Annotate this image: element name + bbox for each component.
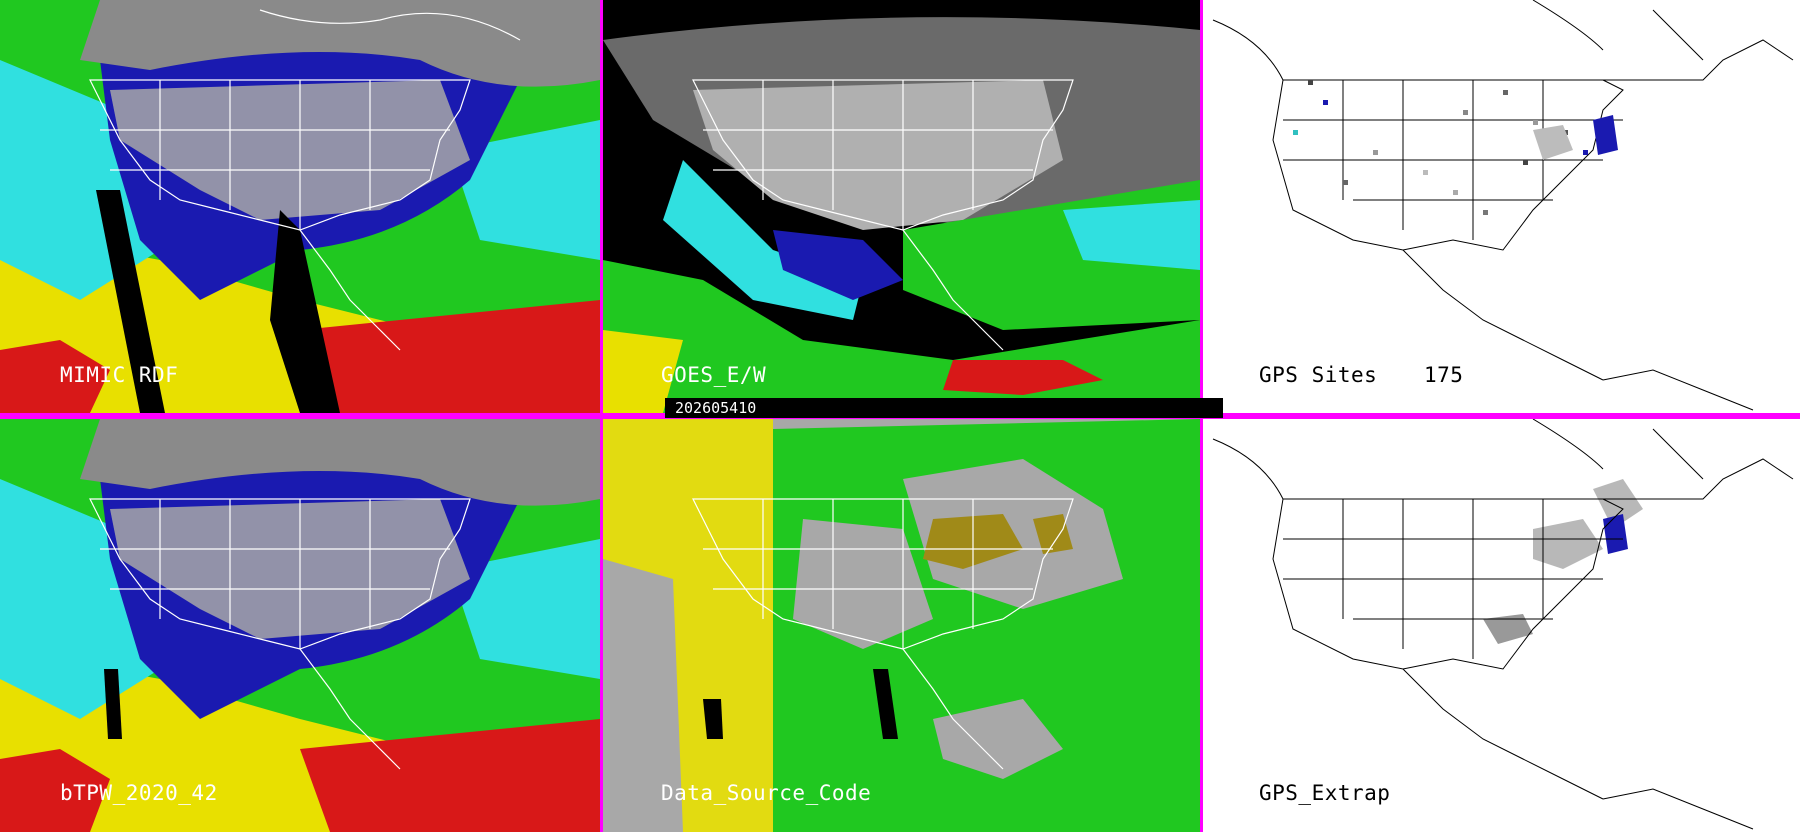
panel-label: GPS Sites (1259, 363, 1378, 387)
panel-gps-extrap: GPS_Extrap (1203, 419, 1800, 832)
panel-gps-sites: GPS Sites 175 (1203, 0, 1800, 413)
gps-site-count: 175 (1424, 363, 1464, 387)
btpw-map (0, 419, 600, 832)
panel-label: MIMIC RDF (60, 363, 179, 387)
panel-data-source: Data_Source_Code (603, 419, 1200, 832)
panel-label: GOES_E/W (661, 363, 767, 387)
gps-extrap-map (1212, 419, 1794, 830)
panel-label: GPS_Extrap (1259, 781, 1391, 805)
panel-goes-ew: GOES_E/W (603, 0, 1200, 413)
panel-mimic-rdf: MIMIC RDF (0, 0, 600, 413)
timestamp-bar: 202605410 (665, 398, 1223, 418)
gps-site-markers (1293, 80, 1618, 215)
panel-label: bTPW_2020_42 (60, 781, 218, 805)
panel-btpw: bTPW_2020_42 (0, 419, 600, 832)
panel-label: Data_Source_Code (661, 781, 872, 805)
data-source-map (603, 419, 1200, 832)
mimic-rdf-map (0, 0, 600, 413)
gps-sites-map (1212, 0, 1794, 411)
goes-ew-map (603, 0, 1200, 413)
